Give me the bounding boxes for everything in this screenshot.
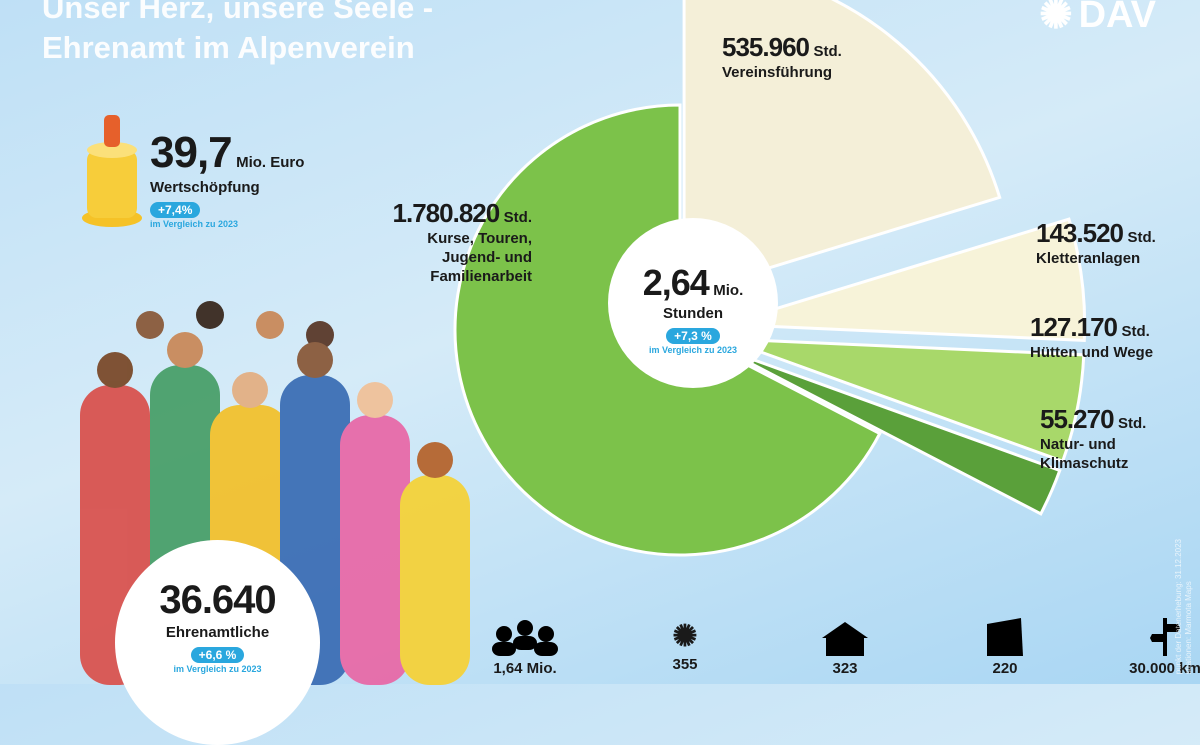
stat-climbing-centers: 220 [950,618,1060,677]
bottom-stats: 1,64 Mio. ✺ 355 323 220 30.000 km [470,618,1200,677]
climbing-center-icon [987,618,1023,656]
slice-label-kletteranlagen: 143.520 Std. Kletteranlagen [1036,218,1156,267]
slice-label-huetten: 127.170 Std. Hütten und Wege [1030,312,1154,361]
slice-label-kurse: 1.780.820 Std. Kurse, Touren, Jugend- un… [392,198,532,285]
pie-slice-0 [682,0,1002,296]
pie-slice-1 [724,217,1087,342]
pie-slice-2 [723,337,1086,464]
total-hours-bubble: 2,64 Mio. Stunden +7,3 % im Vergleich zu… [608,218,778,388]
hut-icon [822,622,868,656]
change-badge: +7,4% [150,202,201,218]
signpost-icon [1150,618,1180,656]
page-title: Unser Herz, unsere Seele - Ehrenamt im A… [42,0,434,65]
slice-label-vereinsfuehrung: 535.960 Std. Vereinsführung [722,32,842,81]
stat-sections: ✺ 355 [630,618,740,677]
value-creation: 39,7 Mio. Euro Wertschöpfung +7,4% im Ve… [150,128,305,229]
coins-icon [72,110,147,235]
people-icon [492,620,558,656]
pie-slice-3 [720,346,1062,516]
dav-logo: ✺ DAV [1039,0,1156,38]
edelweiss-icon: ✺ [672,620,698,653]
footnote: punkt der Datenerhebung: 31.12.2023 stra… [1174,538,1193,674]
slice-label-natur: 55.270 Std. Natur- und Klimaschutz [1040,404,1147,472]
stat-members: 1,64 Mio. [470,618,580,677]
change-badge: +7,3 % [666,328,720,344]
stat-trails: 30.000 km [1110,618,1200,677]
stat-huts: 323 [790,618,900,677]
change-badge: +6,6 % [190,647,245,663]
edelweiss-icon: ✺ [1039,0,1073,37]
hours-pie-chart [453,0,1087,557]
